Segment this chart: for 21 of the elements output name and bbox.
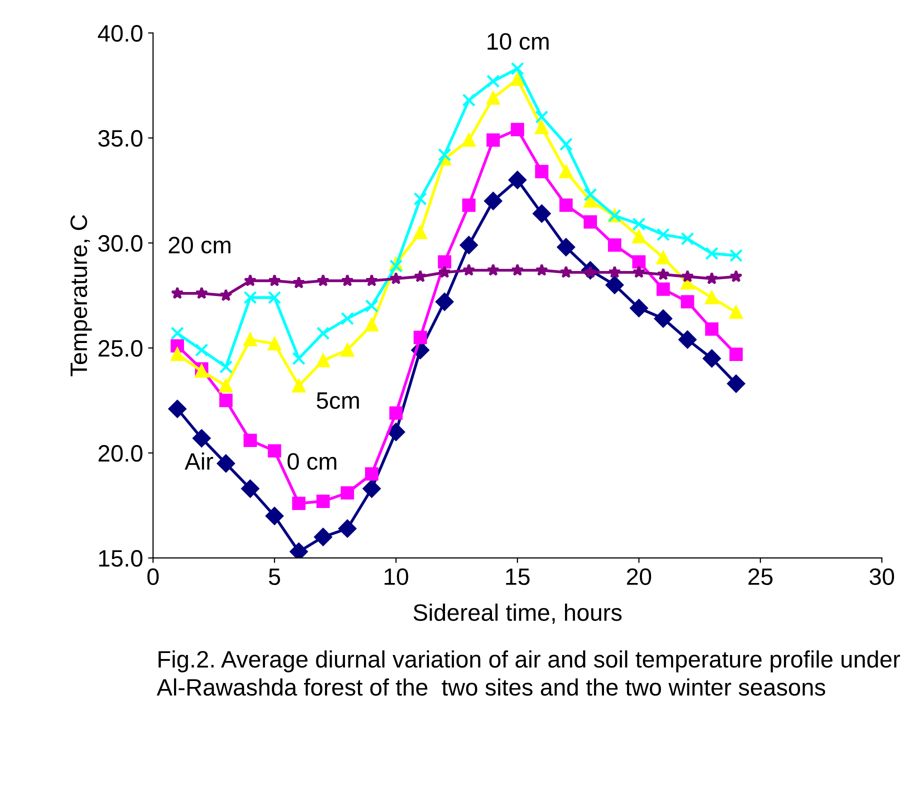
x-tick-label: 15 xyxy=(506,568,530,586)
series-label: 5cm xyxy=(316,392,359,409)
series-label: 10 cm xyxy=(488,33,549,50)
y-tick-label: 15.0 xyxy=(99,550,142,567)
y-tick-label: 30.0 xyxy=(98,235,142,252)
x-tick-label: 20 xyxy=(626,568,652,586)
x-axis-title: Sidereal time, hours xyxy=(414,604,622,624)
series-label: Air xyxy=(184,452,214,470)
x-tick-label: 10 xyxy=(384,568,408,586)
caption: Fig.2. Average diurnal variation of air and soil temperature profile under Al-Rawashda forest of the two sites and the two winter seasons xyxy=(156,650,900,696)
y-tick-label: 25.0 xyxy=(98,340,142,357)
x-tick-label: 0 xyxy=(147,568,159,586)
series-label: 0 cm xyxy=(288,453,336,470)
y-tick-label: 40.0 xyxy=(98,25,142,42)
x-tick-label: 5 xyxy=(268,568,280,586)
series-label: 20 cm xyxy=(168,236,230,254)
y-axis-title: Temperature, C xyxy=(70,215,92,376)
y-tick-label: 20.0 xyxy=(98,445,142,462)
y-tick-label: 35.0 xyxy=(98,130,142,147)
x-tick-label: 30 xyxy=(870,568,894,586)
x-tick-label: 25 xyxy=(748,568,773,586)
